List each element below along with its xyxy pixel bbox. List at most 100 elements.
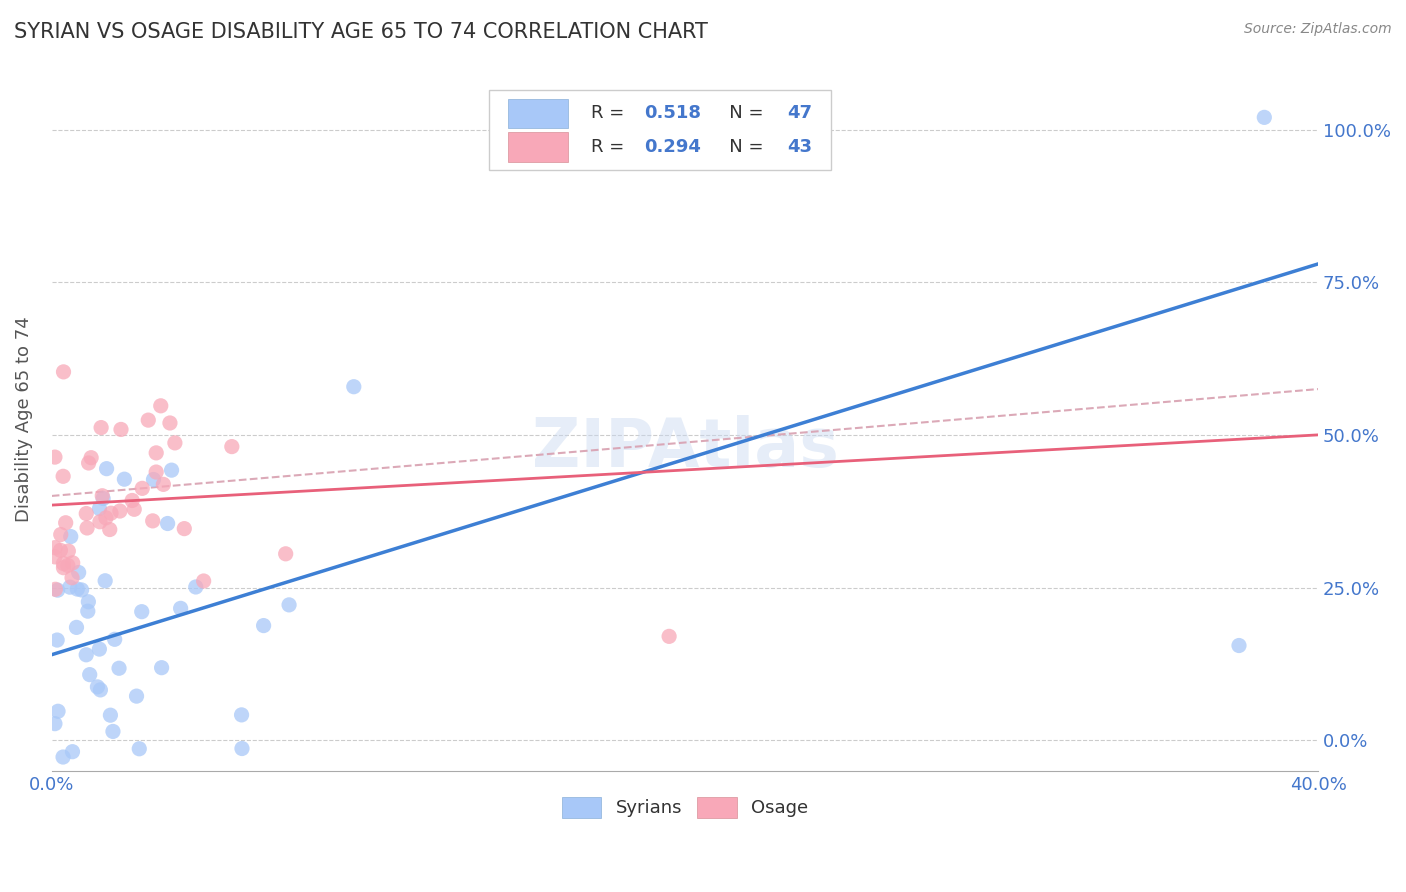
Point <box>60 571 83 585</box>
Point <box>76 521 98 535</box>
Point <box>52 365 75 379</box>
Point <box>91 491 114 506</box>
Point <box>159 416 181 430</box>
Point <box>160 463 183 477</box>
Point <box>184 580 207 594</box>
Point <box>274 547 297 561</box>
Point <box>231 741 253 756</box>
Point <box>70 582 93 597</box>
Text: SYRIAN VS OSAGE DISABILITY AGE 65 TO 74 CORRELATION CHART: SYRIAN VS OSAGE DISABILITY AGE 65 TO 74 … <box>14 22 709 42</box>
Point <box>89 515 111 529</box>
Point <box>44 716 66 731</box>
Point <box>94 574 117 588</box>
Point <box>94 511 117 525</box>
Point <box>59 530 82 544</box>
Point <box>66 582 89 596</box>
Text: N =: N = <box>711 104 769 122</box>
Point <box>89 642 111 657</box>
Text: ZIPAtlas: ZIPAtlas <box>531 415 838 481</box>
Point <box>56 558 79 573</box>
Text: 0.518: 0.518 <box>644 104 702 122</box>
Text: 43: 43 <box>787 138 813 156</box>
Bar <box>508 132 568 162</box>
Legend: Syrians, Osage: Syrians, Osage <box>554 789 815 825</box>
Point <box>62 556 84 570</box>
Point <box>89 682 111 697</box>
Point <box>96 461 118 475</box>
Point <box>163 436 186 450</box>
Point <box>104 632 127 647</box>
Point <box>49 527 72 541</box>
Text: Source: ZipAtlas.com: Source: ZipAtlas.com <box>1244 22 1392 37</box>
Point <box>125 689 148 703</box>
Point <box>46 633 69 648</box>
Point <box>58 544 80 558</box>
Point <box>44 549 66 564</box>
Point <box>145 446 167 460</box>
Point <box>231 707 253 722</box>
Point <box>169 601 191 615</box>
Point <box>75 648 97 662</box>
Point <box>65 620 87 634</box>
Point <box>152 477 174 491</box>
Text: R =: R = <box>592 138 630 156</box>
Point <box>89 501 111 516</box>
Point <box>142 473 165 487</box>
Point <box>252 618 274 632</box>
Point <box>149 399 172 413</box>
Point <box>96 863 118 878</box>
Point <box>121 493 143 508</box>
Point <box>80 450 103 465</box>
Point <box>52 750 75 764</box>
FancyBboxPatch shape <box>489 89 831 170</box>
Point <box>77 883 100 892</box>
Point <box>128 741 150 756</box>
Y-axis label: Disability Age 65 to 74: Disability Age 65 to 74 <box>15 317 32 523</box>
Point <box>278 598 301 612</box>
Point <box>44 582 66 597</box>
Point <box>173 522 195 536</box>
Point <box>49 543 72 558</box>
Point <box>46 583 69 598</box>
Point <box>122 502 145 516</box>
Point <box>145 465 167 479</box>
Point <box>221 440 243 454</box>
Text: N =: N = <box>711 138 769 156</box>
Point <box>1227 639 1250 653</box>
Point <box>91 489 114 503</box>
Point <box>150 661 173 675</box>
Point <box>77 595 100 609</box>
Text: 47: 47 <box>787 104 813 122</box>
Point <box>108 504 131 518</box>
Bar <box>508 99 568 128</box>
Point <box>76 604 98 618</box>
Point <box>100 708 122 723</box>
Point <box>86 680 108 694</box>
Point <box>1253 111 1275 125</box>
Point <box>110 422 132 436</box>
Point <box>90 420 112 434</box>
Point <box>52 557 75 571</box>
Point <box>79 667 101 681</box>
Point <box>658 629 681 643</box>
Point <box>100 506 122 520</box>
Point <box>44 450 66 464</box>
Point <box>62 745 84 759</box>
Point <box>77 456 100 470</box>
Point <box>67 566 90 580</box>
Point <box>90 830 112 845</box>
Point <box>44 541 66 555</box>
Point <box>98 523 121 537</box>
Point <box>156 516 179 531</box>
Point <box>75 507 97 521</box>
Point <box>52 469 75 483</box>
Point <box>101 724 124 739</box>
Text: 0.294: 0.294 <box>644 138 702 156</box>
Point <box>108 661 131 675</box>
Point <box>136 413 159 427</box>
Point <box>131 481 153 495</box>
Point <box>55 516 77 530</box>
Point <box>112 472 135 486</box>
Text: R =: R = <box>592 104 630 122</box>
Point <box>142 514 165 528</box>
